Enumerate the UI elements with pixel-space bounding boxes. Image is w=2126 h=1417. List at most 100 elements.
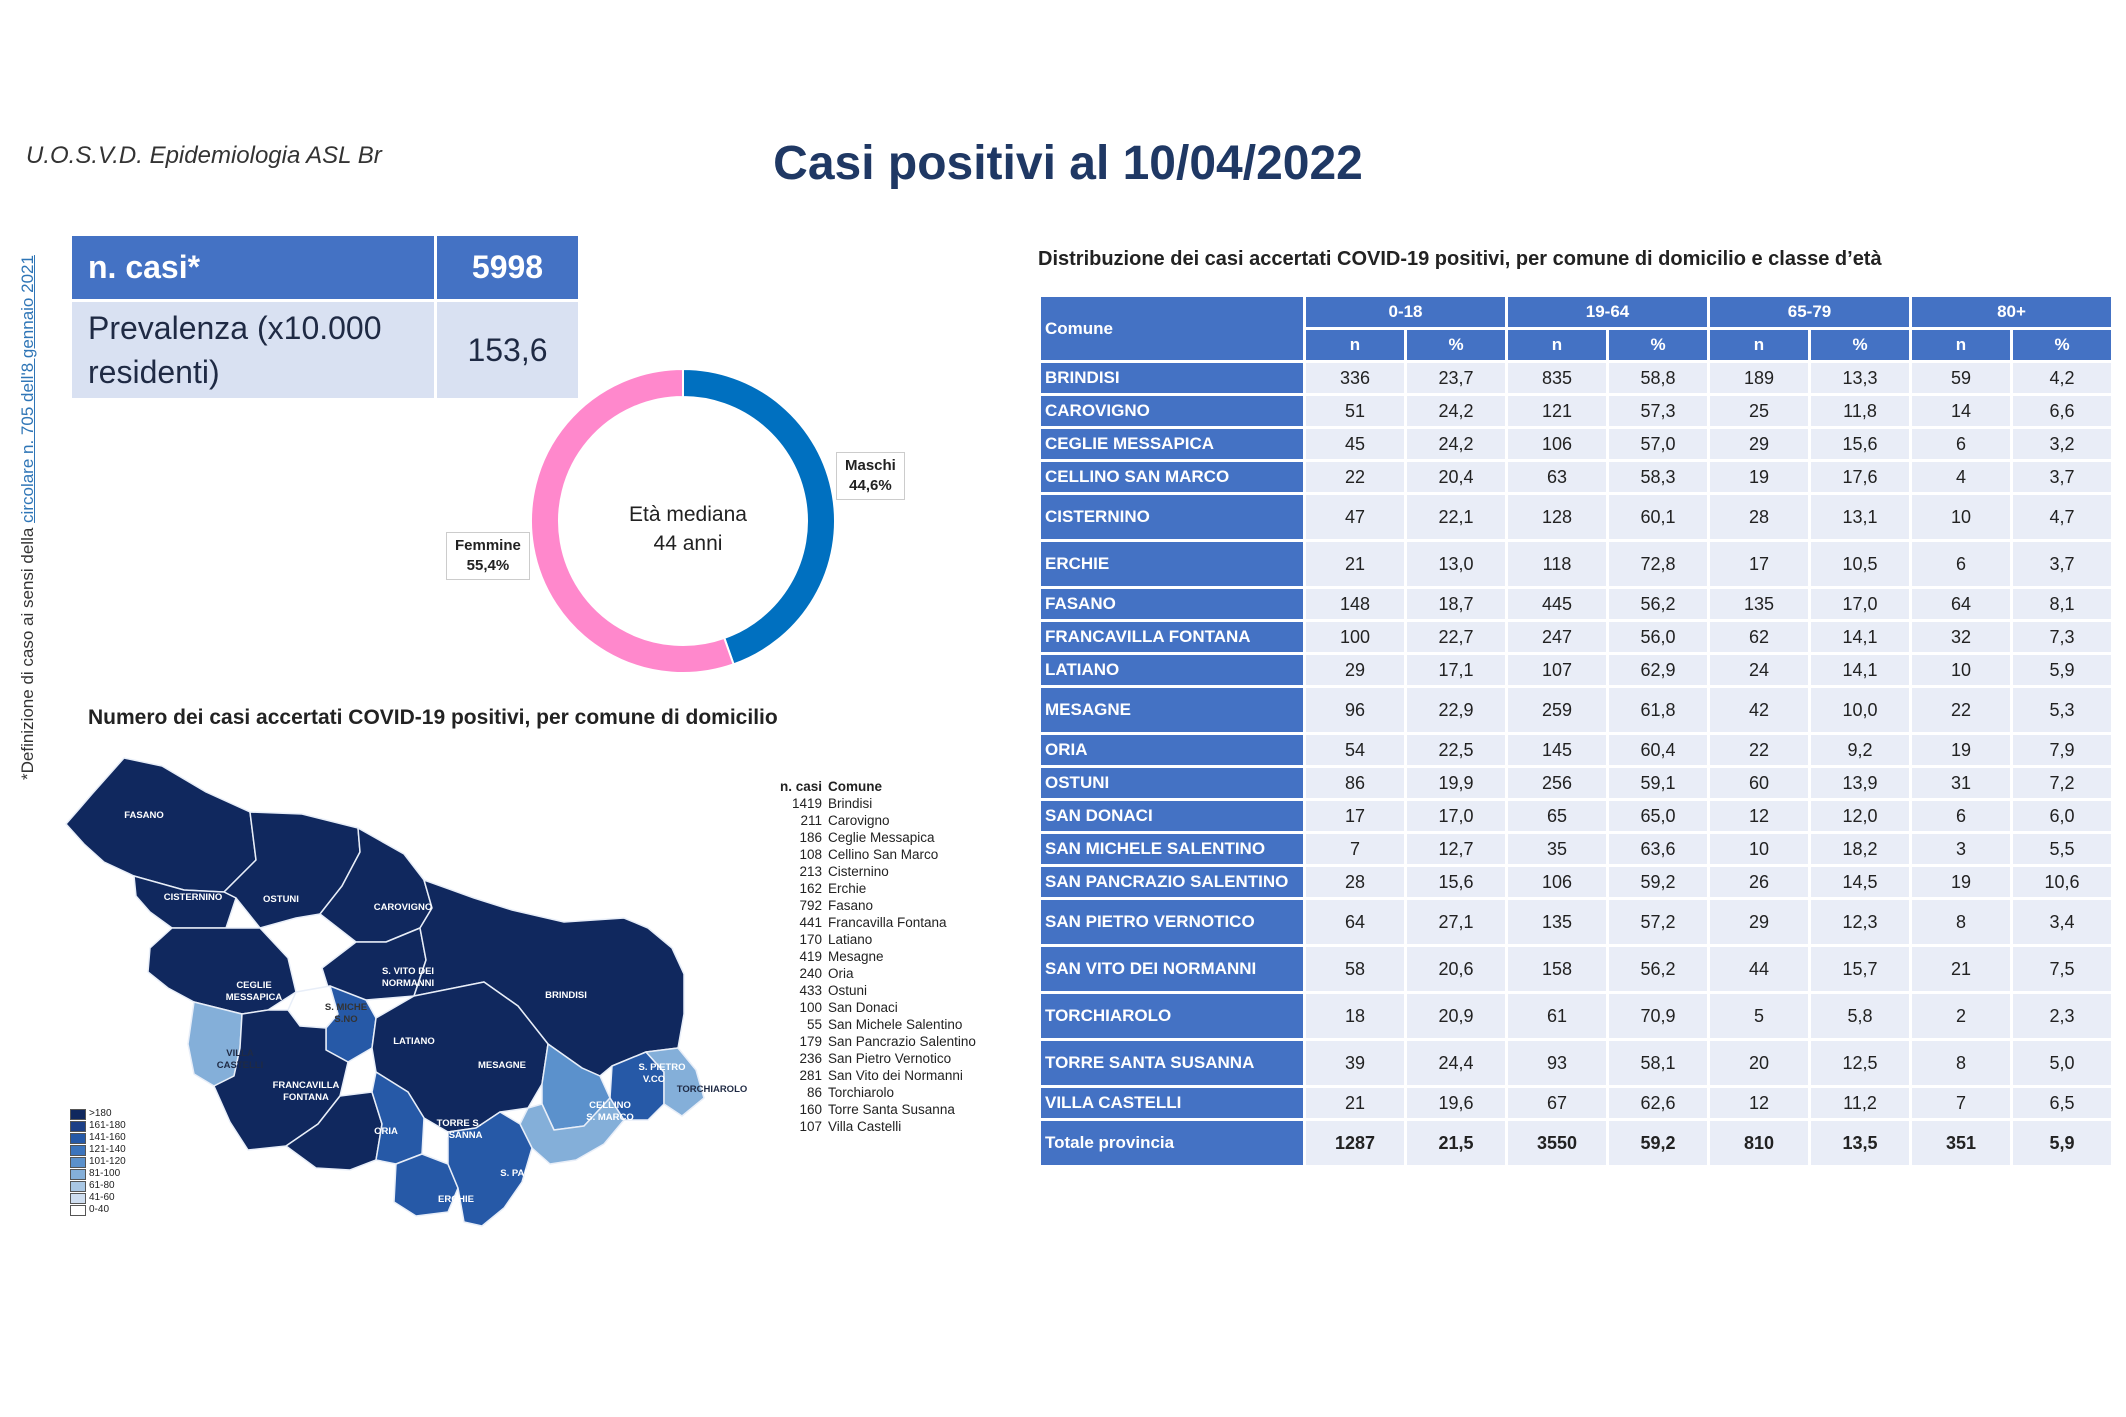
count-cell: 32 [1912,622,2010,652]
case-definition-note: *Definizione di caso ai sensi della circ… [18,220,46,780]
count-cell: 351 [1912,1121,2010,1165]
table-row: LATIANO 29 17,1 107 62,9 24 14,1 10 5,9 [1041,655,2111,685]
percent-cell: 5,8 [1811,994,1909,1038]
percent-cell: 17,6 [1811,462,1909,492]
percent-cell: 7,3 [2013,622,2111,652]
percent-cell: 59,2 [1609,867,1707,897]
age-distribution-table: Comune 0-18 19-64 65-79 80+ n% n% n% n% BRI… [1038,294,2114,1168]
cases-value: 5998 [471,249,544,285]
list-item-count: 186 [799,830,822,845]
count-cell: 10 [1710,834,1808,864]
list-item: 240 Oria [770,965,976,982]
count-cell: 106 [1508,429,1606,459]
count-cell: 8 [1912,1041,2010,1085]
count-cell: 44 [1710,947,1808,991]
percent-cell: 5,5 [2013,834,2111,864]
percent-cell: 5,9 [2013,1121,2111,1165]
table-row: SAN VITO DEI NORMANNI 58 20,6 158 56,2 44 15,7… [1041,947,2111,991]
table-row: ORIA 54 22,5 145 60,4 22 9,2 19 7,9 [1041,735,2111,765]
map-title: Numero dei casi accertati COVID-19 posit… [88,706,778,729]
percent-cell: 3,7 [2013,542,2111,586]
count-cell: 22 [1710,735,1808,765]
list-item-comune: Brindisi [828,796,873,811]
comune-cell: SAN DONACI [1041,801,1303,831]
scale-item: 141-160 [70,1132,126,1144]
comune-cell: OSTUNI [1041,768,1303,798]
count-cell: 93 [1508,1041,1606,1085]
percent-cell: 15,7 [1811,947,1909,991]
percent-cell: 11,8 [1811,396,1909,426]
percent-cell: 17,0 [1811,589,1909,619]
count-cell: 259 [1508,688,1606,732]
percent-cell: 56,2 [1609,589,1707,619]
count-cell: 17 [1306,801,1404,831]
count-cell: 19 [1710,462,1808,492]
percent-cell: 22,1 [1407,495,1505,539]
count-cell: 20 [1710,1041,1808,1085]
percent-cell: 24,4 [1407,1041,1505,1085]
percent-cell: 58,1 [1609,1041,1707,1085]
percent-cell: 56,0 [1609,622,1707,652]
percent-cell: 14,1 [1811,655,1909,685]
percent-cell: 10,0 [1811,688,1909,732]
percent-cell: 60,4 [1609,735,1707,765]
scale-swatch [70,1192,86,1204]
percent-cell: 62,9 [1609,655,1707,685]
count-cell: 5 [1710,994,1808,1038]
percent-cell: 60,1 [1609,495,1707,539]
subheader-n: n [1306,330,1404,360]
count-cell: 64 [1306,900,1404,944]
percent-cell: 62,6 [1609,1088,1707,1118]
case-definition-text: *Definizione di caso ai sensi della [18,522,37,780]
table-row: FRANCAVILLA FONTANA 100 22,7 247 56,0 62 14,1 3… [1041,622,2111,652]
count-cell: 445 [1508,589,1606,619]
map-label-sanpietro-2: V.CO [643,1074,665,1085]
count-cell: 145 [1508,735,1606,765]
table-row: MESAGNE 96 22,9 259 61,8 42 10,0 22 5,3 [1041,688,2111,732]
percent-cell: 58,3 [1609,462,1707,492]
percent-cell: 2,3 [2013,994,2111,1038]
list-item-comune: Oria [828,966,854,981]
count-cell: 54 [1306,735,1404,765]
list-item-count: 281 [799,1068,822,1083]
count-cell: 158 [1508,947,1606,991]
comune-cell: MESAGNE [1041,688,1303,732]
comune-cell: VILLA CASTELLI [1041,1088,1303,1118]
femmine-label: Femmine [455,537,521,554]
list-item-comune: San Pancrazio Salentino [828,1034,976,1049]
count-cell: 3 [1912,834,2010,864]
percent-cell: 5,0 [2013,1041,2111,1085]
circolare-link[interactable]: circolare n. 705 dell'8 gennaio 2021 [18,255,37,523]
count-cell: 4 [1912,462,2010,492]
count-cell: 65 [1508,801,1606,831]
list-item-count: 419 [799,949,822,964]
list-item-comune: Erchie [828,881,867,896]
count-cell: 21 [1912,947,2010,991]
percent-cell: 7,9 [2013,735,2111,765]
percent-cell: 14,5 [1811,867,1909,897]
group-header-0-18: 0-18 [1306,297,1505,327]
comune-cell: CEGLIE MESSAPICA [1041,429,1303,459]
map-region-ostuni [223,811,361,929]
percent-cell: 6,6 [2013,396,2111,426]
count-cell: 39 [1306,1041,1404,1085]
group-header-19-64: 19-64 [1508,297,1707,327]
map-label-sanmichele-1: S. MICHE [325,1002,367,1013]
map-region-erchie [393,1153,459,1217]
subheader-n: n [1508,330,1606,360]
percent-cell: 57,3 [1609,396,1707,426]
count-cell: 61 [1508,994,1606,1038]
percent-cell: 8,1 [2013,589,2111,619]
count-cell: 67 [1508,1088,1606,1118]
count-cell: 29 [1710,429,1808,459]
map-label-ceglie-2: MESSAPICA [226,992,283,1003]
group-header-80plus: 80+ [1912,297,2111,327]
list-item: 86 Torchiarolo [770,1084,976,1101]
percent-cell: 5,3 [2013,688,2111,732]
count-cell: 31 [1912,768,2010,798]
scale-item: 41-60 [70,1192,126,1204]
list-item-comune: Ostuni [828,983,868,998]
summary-prevalence-row: Prevalenza (x10.000 residenti) 153,6 [72,302,578,398]
comune-cell: ERCHIE [1041,542,1303,586]
list-item-comune: San Vito dei Normanni [828,1068,963,1083]
